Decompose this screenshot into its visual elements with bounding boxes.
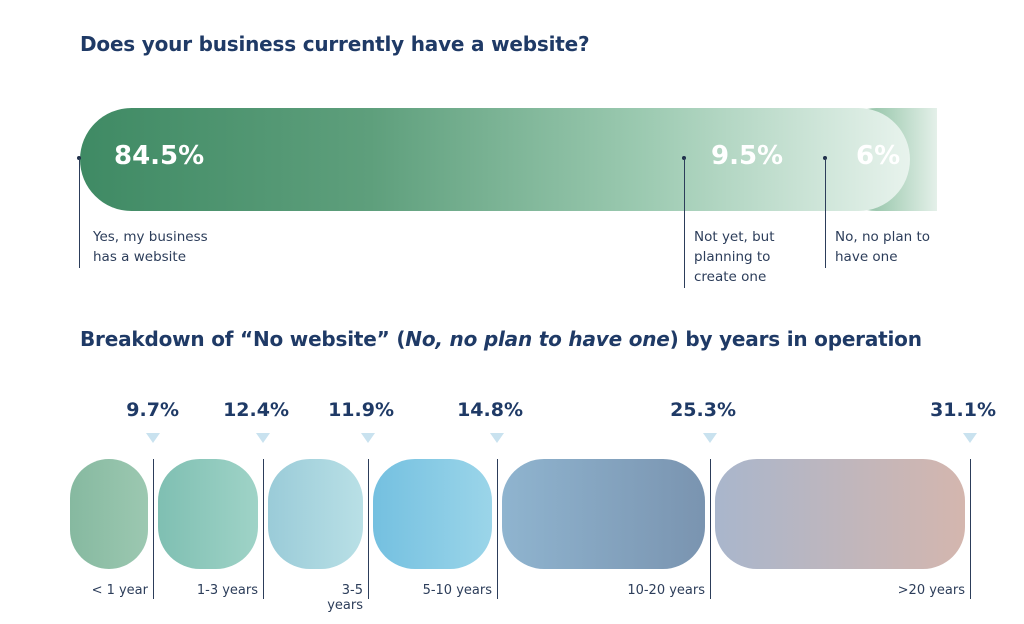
- breakdown-category-label: < 1 year: [92, 583, 148, 598]
- breakdown-value-label: 31.1%: [930, 399, 996, 421]
- breakdown-bar: [267, 459, 364, 569]
- breakdown-pointer: [361, 433, 375, 443]
- breakdown-value-label: 9.7%: [126, 399, 179, 421]
- breakdown-marker-line: [970, 459, 971, 599]
- marker-line-yes: [79, 158, 80, 268]
- breakdown-pointer: [490, 433, 504, 443]
- breakdown-marker-line: [368, 459, 369, 599]
- breakdown-bar: [501, 459, 706, 569]
- breakdown-pointer: [146, 433, 160, 443]
- breakdown-category-label: 10-20 years: [627, 583, 705, 598]
- breakdown-category-label: 3-5 years: [327, 583, 363, 613]
- breakdown-value-label: 12.4%: [223, 399, 289, 421]
- marker-line-no-plan: [825, 158, 826, 268]
- breakdown-marker-line: [153, 459, 154, 599]
- title-part-italic: No, no plan to have one: [405, 327, 670, 351]
- breakdown-value-label: 11.9%: [328, 399, 394, 421]
- category-label-no-plan: No, no plan to have one: [835, 227, 930, 267]
- breakdown-marker-line: [710, 459, 711, 599]
- breakdown-category-label: >20 years: [898, 583, 965, 598]
- breakdown-category-label: 5-10 years: [423, 583, 492, 598]
- category-label-planning: Not yet, but planning to create one: [694, 227, 775, 287]
- breakdown-marker-line: [263, 459, 264, 599]
- breakdown-category-label-line: >20 years: [897, 583, 965, 598]
- chart-title-breakdown: Breakdown of “No website” (No, no plan t…: [80, 327, 922, 351]
- breakdown-value-label: 14.8%: [457, 399, 523, 421]
- breakdown-category-label-line: < 1 year: [91, 583, 148, 598]
- title-part: ) by years in operation: [669, 327, 922, 351]
- breakdown-category-label: 1-3 years: [197, 583, 258, 598]
- breakdown-bar: [373, 459, 492, 569]
- breakdown-category-label-line: 10-20 years: [627, 583, 705, 598]
- category-label-line: create one: [694, 269, 767, 285]
- breakdown-bar: [70, 459, 148, 569]
- category-label-line: have one: [835, 249, 898, 265]
- breakdown-pointer: [703, 433, 717, 443]
- category-label-line: planning to: [694, 249, 771, 265]
- breakdown-pointer: [256, 433, 270, 443]
- title-part: Breakdown of “No website” (: [80, 327, 406, 351]
- bar-segment-yes: [80, 108, 910, 211]
- category-label-yes: Yes, my business has a website: [93, 227, 208, 267]
- value-label-yes: 84.5%: [114, 141, 205, 171]
- category-label-line: Yes, my business: [93, 229, 208, 245]
- breakdown-value-label: 25.3%: [670, 399, 736, 421]
- category-label-line: has a website: [93, 249, 187, 265]
- breakdown-category-label-line: 5-10 years: [422, 583, 492, 598]
- breakdown-category-label-line: 1-3 years: [196, 583, 258, 598]
- breakdown-bar: [715, 459, 965, 569]
- chart-title-website: Does your business currently have a webs…: [80, 32, 590, 56]
- value-label-no-plan: 6%: [856, 141, 901, 171]
- value-label-planning: 9.5%: [711, 141, 784, 171]
- breakdown-marker-line: [497, 459, 498, 599]
- breakdown-pointer: [963, 433, 977, 443]
- breakdown-bar: [157, 459, 258, 569]
- breakdown-category-label-line: 3-5: [341, 583, 363, 598]
- breakdown-category-label-line: years: [327, 598, 363, 613]
- marker-line-planning: [684, 158, 685, 288]
- category-label-line: Not yet, but: [694, 229, 775, 245]
- category-label-line: No, no plan to: [835, 229, 931, 245]
